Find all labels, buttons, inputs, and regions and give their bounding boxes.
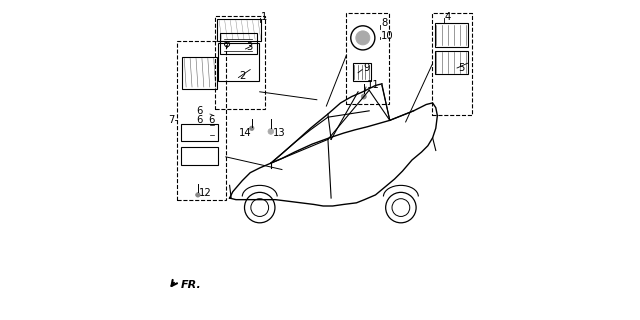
Text: 6: 6: [196, 115, 203, 125]
Bar: [181, 124, 218, 141]
Bar: [177, 41, 226, 200]
Text: 1: 1: [261, 12, 268, 22]
Bar: [217, 19, 261, 41]
Text: 6: 6: [209, 115, 214, 125]
Circle shape: [361, 94, 366, 99]
Text: 12: 12: [199, 188, 212, 198]
Text: 4: 4: [445, 12, 451, 22]
Circle shape: [268, 129, 274, 134]
Bar: [432, 13, 472, 115]
Text: FR.: FR.: [181, 280, 202, 290]
Bar: [182, 57, 217, 89]
Bar: [181, 147, 218, 165]
Bar: [435, 51, 468, 74]
Text: 14: 14: [239, 128, 251, 138]
Bar: [435, 23, 468, 47]
Text: 7: 7: [168, 115, 175, 125]
Circle shape: [250, 126, 254, 131]
Text: 6: 6: [196, 106, 203, 116]
Text: 8: 8: [381, 18, 387, 28]
Bar: [218, 43, 259, 81]
Text: 13: 13: [273, 128, 285, 138]
Circle shape: [356, 31, 370, 45]
Circle shape: [196, 193, 200, 197]
Text: 9: 9: [363, 63, 369, 73]
Bar: [214, 16, 265, 109]
Bar: [353, 63, 371, 81]
Text: 3: 3: [246, 42, 253, 52]
Text: 10: 10: [381, 31, 394, 41]
Bar: [346, 13, 389, 104]
Text: 2: 2: [239, 71, 246, 81]
Text: 11: 11: [367, 80, 380, 91]
Bar: [220, 33, 257, 54]
Text: 5: 5: [458, 63, 465, 73]
